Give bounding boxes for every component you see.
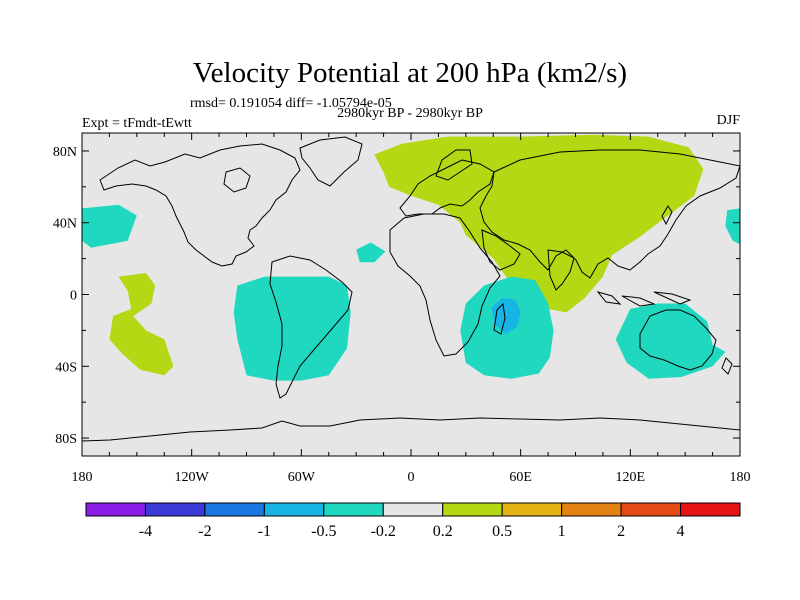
colorbar-swatch [501,502,563,517]
latitude-axis: 80N 40N 0 40S 80S [53,145,740,447]
region-madagascar-core [491,298,521,334]
coastline-hudson-bay [223,167,251,193]
coastline-new-zealand [721,357,733,375]
region-atlantic-negative [356,242,386,263]
stats-line: rmsd= 0.191054 diff= -1.05794e-05 [190,96,392,111]
coastline-japan [661,205,673,226]
colorbar-swatch [323,502,384,517]
y-tick-label: 80N [53,145,77,160]
region-s-america-negative [233,276,351,381]
colorbar: -4 -2 -1 -0.5 -0.2 0.2 0.5 1 2 4 [85,502,741,540]
colorbar-label: -1 [258,523,271,540]
colorbar-swatch [620,502,682,517]
colorbar-swatch [204,502,265,517]
x-tick-label: 120W [175,470,210,485]
longitude-axis: 180 120W 60W 0 60E 120E 180 [72,133,751,485]
colorbar-swatch [680,502,741,517]
x-tick-label: 0 [408,470,415,485]
coastline-indonesia [596,291,692,307]
colorbar-label: -2 [198,523,211,540]
colorbar-label: 0.2 [433,523,453,540]
coastline-south-america [269,255,353,399]
coastline-africa [389,213,501,357]
y-tick-label: 40N [53,217,77,232]
colorbar-swatch [144,502,206,517]
region-siberia-asia-positive [374,134,704,313]
colorbar-label: 4 [677,523,685,540]
colorbar-swatch [263,502,325,517]
y-tick-label: 0 [70,289,77,304]
region-ne-pacific-negative [725,208,740,245]
y-tick-label: 40S [55,360,77,375]
coastline-madagascar [493,302,506,335]
colorbar-label: -0.5 [311,523,336,540]
colorbar-label: -4 [139,523,152,540]
chart-title: Velocity Potential at 200 hPa (km2/s) [193,57,627,89]
coastline-india [547,249,575,291]
colorbar-swatch [442,502,503,517]
colorbar-label: -0.2 [371,523,396,540]
experiment-label: Expt = tFmdt-tEwtt [82,116,192,131]
colorbar-swatch [85,502,146,517]
colorbar-label: 2 [617,523,625,540]
x-tick-label: 180 [730,470,751,485]
season-label: DJF [717,113,741,128]
coastline-australia [639,309,717,371]
colorbar-label: 1 [558,523,566,540]
x-tick-label: 60E [509,470,532,485]
y-tick-label: 80S [55,432,77,447]
colorbar-swatch [561,502,622,517]
coastline-asia [479,149,740,279]
coastlines [82,136,740,442]
coastline-greenland [299,136,363,187]
coastline-scandinavia [435,149,473,181]
coastline-arabia [481,229,521,271]
region-nw-pacific-negative [82,204,137,248]
colorbar-swatch [382,502,444,517]
colorbar-label: 0.5 [492,523,512,540]
x-tick-label: 60W [288,470,316,485]
region-australia-negative [615,303,726,379]
x-tick-label: 180 [72,470,93,485]
period-label: 2980kyr BP - 2980kyr BP [337,106,483,121]
coastline-north-america [99,143,301,267]
coastline-antarctica [82,417,740,442]
region-n-pacific-positive [109,273,174,376]
x-tick-label: 120E [616,470,646,485]
